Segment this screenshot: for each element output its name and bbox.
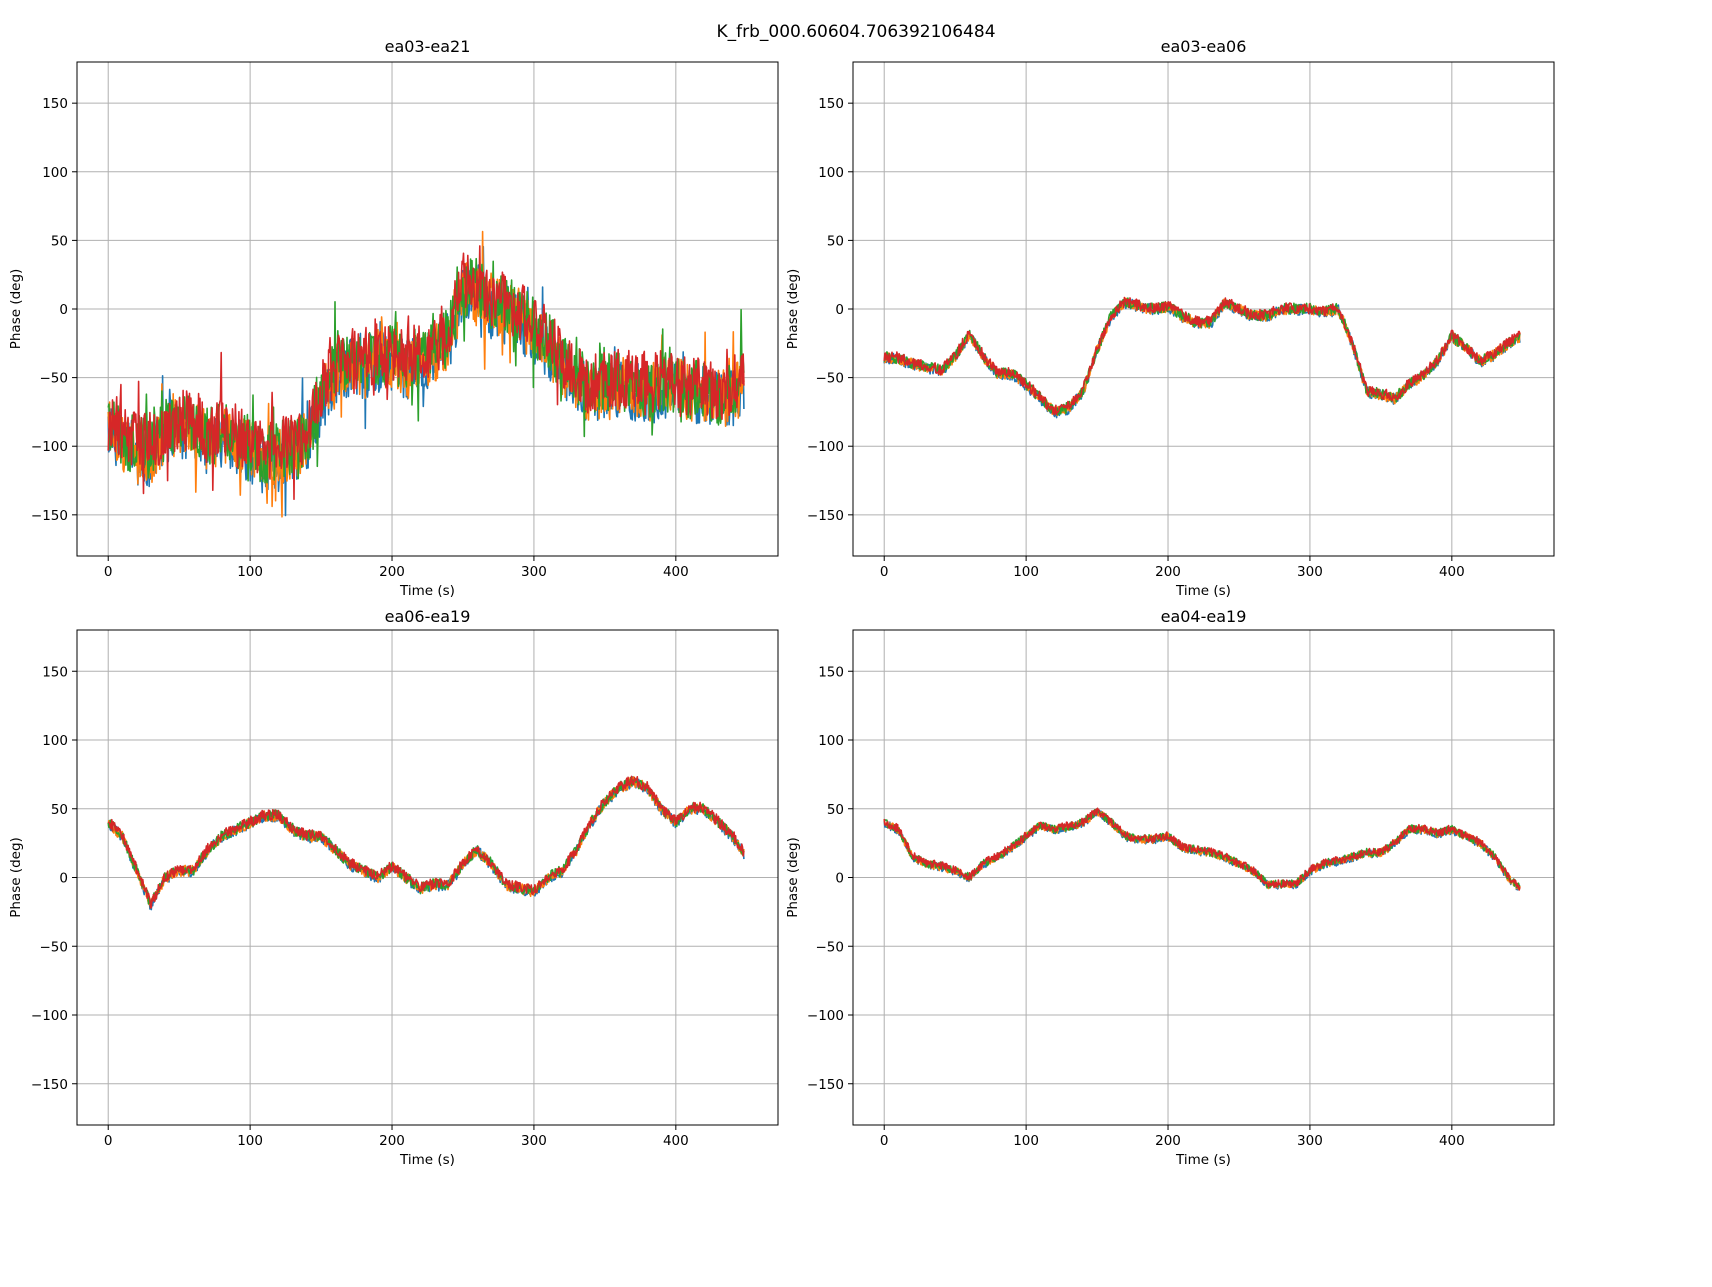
x-tick-label: 200 (1155, 1133, 1181, 1149)
panel-ea04-ea19: 0 100 200 300 400 −150 −100 −50 0 50 100 150 ea04-ea… (785, 607, 1555, 1168)
y-tick-label: 100 (42, 165, 68, 181)
y-tick-label: 50 (51, 802, 68, 818)
y-axis-label: Phase (deg) (8, 269, 24, 350)
y-tick-label: −150 (807, 508, 844, 524)
x-tick-label: 0 (104, 1133, 113, 1149)
y-tick-label: −150 (31, 508, 68, 524)
y-axis-label: Phase (deg) (785, 269, 801, 350)
x-tick-label: 0 (880, 1133, 889, 1149)
y-tick-label: 0 (835, 302, 844, 318)
x-tick-label: 400 (663, 564, 689, 580)
plot-area (77, 630, 778, 1125)
x-tick-label: 300 (1297, 564, 1323, 580)
y-tick-label: −50 (40, 939, 69, 955)
x-tick-label: 400 (1439, 564, 1465, 580)
y-tick-label: −50 (816, 371, 845, 387)
y-tick-label: 50 (827, 233, 844, 249)
chart-title: ea03-ea06 (1161, 40, 1247, 56)
y-tick-label: −100 (31, 439, 68, 455)
x-tick-label: 200 (1155, 564, 1181, 580)
chart-title: ea06-ea19 (385, 607, 471, 626)
y-tick-label: −100 (807, 439, 844, 455)
chart-title: ea04-ea19 (1161, 607, 1247, 626)
panel-ea06-ea19: 0 100 200 300 400 −150 −100 −50 0 50 100 150 ea06-ea… (8, 607, 779, 1168)
y-tick-label: −50 (816, 939, 845, 955)
y-tick-label: 50 (51, 233, 68, 249)
y-tick-label: 150 (42, 96, 68, 112)
series-line (883, 807, 1521, 891)
y-tick-label: 0 (59, 871, 68, 887)
panel-ea03-ea06: 0 100 200 300 400 −150 −100 −50 0 50 100 150 ea03-ea… (785, 40, 1555, 599)
x-tick-label: 0 (880, 564, 889, 580)
x-tick-label: 300 (521, 564, 547, 580)
y-tick-label: 0 (59, 302, 68, 318)
series-line (107, 775, 745, 909)
x-tick-label: 100 (1013, 1133, 1039, 1149)
series-group (883, 807, 1521, 891)
x-tick-label: 100 (1013, 564, 1039, 580)
y-tick-label: 100 (818, 165, 844, 181)
x-tick-label: 0 (104, 564, 113, 580)
x-tick-label: 300 (1297, 1133, 1323, 1149)
series-group (107, 775, 745, 911)
y-tick-label: 150 (818, 96, 844, 112)
y-axis-label: Phase (deg) (8, 837, 24, 918)
y-tick-label: 150 (42, 664, 68, 680)
x-tick-label: 100 (237, 1133, 263, 1149)
y-tick-label: −100 (31, 1008, 68, 1024)
y-tick-label: 0 (835, 871, 844, 887)
figure-suptitle: K_frb_000.60604.706392106484 (716, 22, 996, 42)
plot-area (77, 62, 778, 556)
x-axis-label: Time (s) (399, 583, 455, 599)
y-tick-label: 50 (827, 802, 844, 818)
panel-ea03-ea21: 0 100 200 300 400 −150 −100 −50 0 50 100 150 ea03-ea… (8, 40, 779, 599)
x-axis-label: Time (s) (1175, 1152, 1231, 1168)
y-tick-label: 100 (42, 733, 68, 749)
y-tick-label: 150 (818, 664, 844, 680)
y-tick-label: −150 (31, 1077, 68, 1093)
series-line (883, 296, 1521, 416)
y-tick-label: 100 (818, 733, 844, 749)
plot-area (853, 630, 1554, 1125)
x-tick-label: 400 (1439, 1133, 1465, 1149)
x-tick-label: 300 (521, 1133, 547, 1149)
y-tick-label: −150 (807, 1077, 844, 1093)
x-tick-label: 100 (237, 564, 263, 580)
plot-area (853, 62, 1554, 556)
x-tick-label: 200 (379, 1133, 405, 1149)
y-tick-label: −50 (40, 371, 69, 387)
y-axis-label: Phase (deg) (785, 837, 801, 918)
series-group (883, 296, 1521, 419)
series-line (107, 245, 745, 500)
x-tick-label: 200 (379, 564, 405, 580)
y-tick-label: −100 (807, 1008, 844, 1024)
series-group (107, 230, 745, 518)
chart-title: ea03-ea21 (385, 40, 471, 56)
x-tick-label: 400 (663, 1133, 689, 1149)
x-axis-label: Time (s) (1175, 583, 1231, 599)
x-axis-label: Time (s) (399, 1152, 455, 1168)
